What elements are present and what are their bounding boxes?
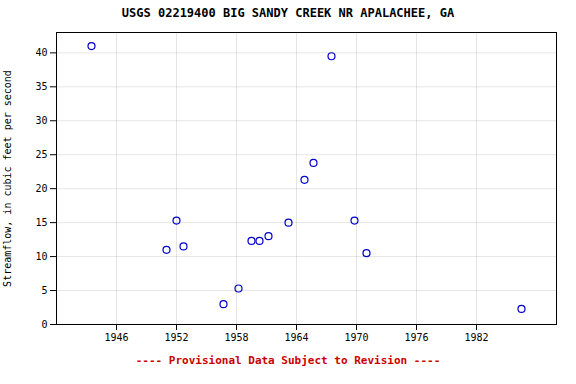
- svg-text:10: 10: [35, 251, 47, 262]
- svg-text:20: 20: [35, 183, 47, 194]
- svg-text:25: 25: [35, 149, 47, 160]
- svg-text:1976: 1976: [404, 332, 428, 343]
- svg-text:15: 15: [35, 217, 47, 228]
- svg-text:1946: 1946: [104, 332, 128, 343]
- svg-text:Streamflow, in cubic feet per: Streamflow, in cubic feet per second: [2, 70, 13, 287]
- html-text:USGS 02219400 BIG SANDY CREEK: USGS 02219400 BIG SANDY CREEK NR APALACH…: [121, 6, 455, 20]
- svg-text:1982: 1982: [464, 332, 488, 343]
- svg-text:35: 35: [35, 81, 47, 92]
- svg-text:30: 30: [35, 115, 47, 126]
- html-text:---- Provisional Data Subject: ---- Provisional Data Subject to Revisio…: [135, 354, 441, 367]
- svg-text:5: 5: [41, 285, 47, 296]
- svg-text:40: 40: [35, 47, 47, 58]
- svg-text:0: 0: [41, 319, 47, 330]
- svg-text:1952: 1952: [164, 332, 188, 343]
- svg-text:1970: 1970: [344, 332, 368, 343]
- svg-text:1964: 1964: [284, 332, 308, 343]
- svg-text:1958: 1958: [224, 332, 248, 343]
